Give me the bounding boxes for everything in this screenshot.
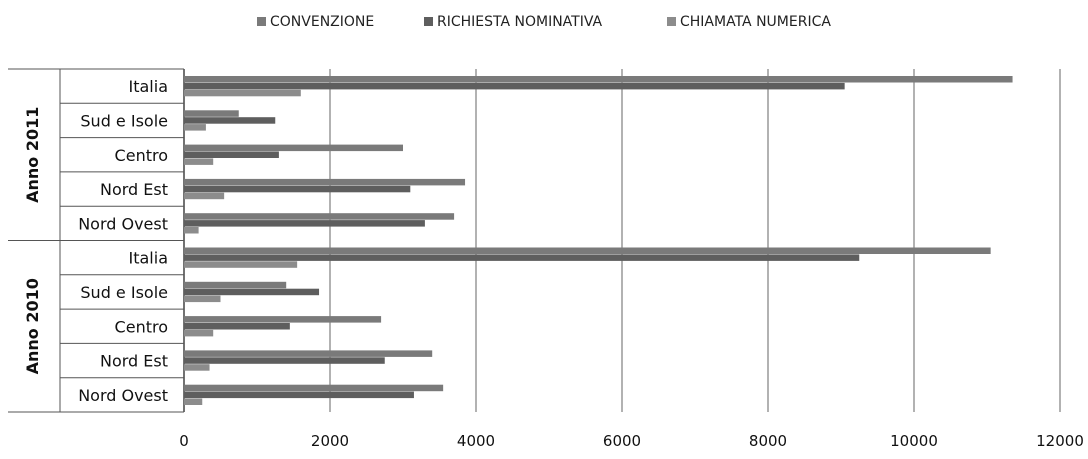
x-tick-label: 4000	[457, 432, 495, 450]
bar	[184, 281, 287, 289]
bar	[184, 76, 1013, 83]
bar	[184, 192, 225, 200]
chart-axes	[8, 68, 185, 413]
category-label: Centro	[115, 317, 168, 336]
bar	[184, 288, 320, 296]
legend-swatch	[424, 17, 433, 26]
bar	[184, 391, 414, 399]
bar	[184, 350, 433, 357]
legend-swatch	[257, 17, 266, 26]
category-label: Nord Est	[100, 352, 168, 371]
bar	[184, 357, 385, 364]
bar	[184, 247, 991, 254]
bar	[184, 82, 845, 90]
bar	[184, 144, 403, 152]
category-label: Sud e Isole	[80, 111, 168, 130]
legend-label: CHIAMATA NUMERICA	[680, 14, 831, 30]
bar	[184, 158, 214, 165]
chart-bars	[184, 76, 1013, 405]
bar	[184, 185, 411, 193]
category-label: Nord Est	[100, 180, 168, 199]
bar	[184, 178, 466, 186]
category-label: Italia	[129, 77, 169, 96]
bar	[184, 398, 203, 405]
bar	[184, 110, 239, 117]
bar	[184, 254, 860, 261]
bar	[184, 227, 199, 234]
bar	[184, 151, 279, 158]
legend-label: RICHIESTA NOMINATIVA	[437, 14, 603, 30]
bar	[184, 329, 214, 337]
bar	[184, 213, 455, 220]
category-label: Italia	[129, 249, 169, 268]
bar	[184, 384, 444, 392]
group-label: Anno 2011	[23, 107, 42, 203]
chart-labels: Italia Sud e Isole Centro Nord Est Nord Oves…	[23, 77, 168, 405]
bar	[184, 117, 276, 124]
x-tick-label: 0	[179, 432, 189, 450]
x-tick-label: 12000	[1036, 432, 1084, 450]
category-label: Nord Ovest	[78, 386, 168, 405]
bar	[184, 220, 425, 227]
bar	[184, 124, 206, 131]
x-tick-label: 10000	[890, 432, 938, 450]
bar	[184, 323, 290, 330]
category-label: Sud e Isole	[80, 283, 168, 302]
legend-swatch	[667, 17, 676, 26]
bar	[184, 89, 301, 97]
x-tick-label: 6000	[603, 432, 641, 450]
group-label: Anno 2010	[23, 278, 42, 374]
chart-legend: CONVENZIONE RICHIESTA NOMINATIVA CHIAMATA …	[257, 14, 831, 30]
chart-gridlines	[183, 69, 1061, 412]
bar	[184, 316, 382, 323]
bar	[184, 364, 210, 371]
bar	[184, 295, 221, 303]
x-tick-label: 2000	[311, 432, 349, 450]
category-label: Nord Ovest	[78, 214, 168, 233]
category-label: Centro	[115, 146, 168, 165]
legend-label: CONVENZIONE	[270, 14, 374, 30]
x-axis-tick-labels: 0 2000 4000 6000 8000 10000 12000	[179, 432, 1084, 450]
bar	[184, 261, 298, 268]
x-tick-label: 8000	[749, 432, 787, 450]
